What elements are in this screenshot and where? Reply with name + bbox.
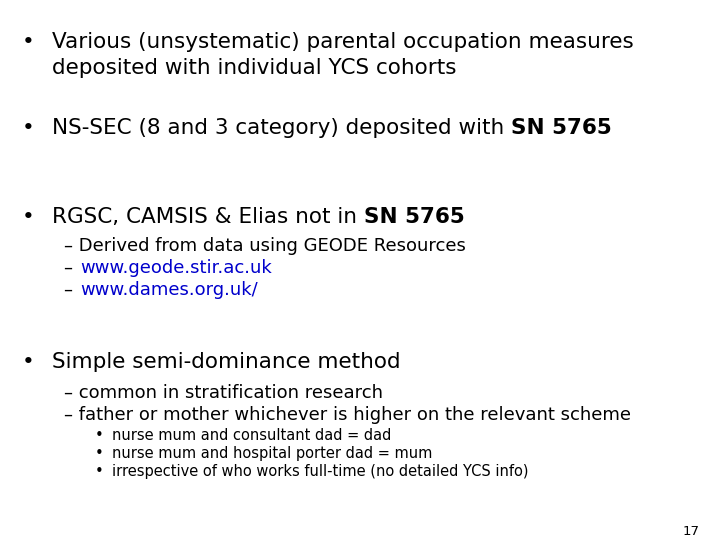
Text: nurse mum and hospital porter dad = mum: nurse mum and hospital porter dad = mum <box>112 446 433 461</box>
Text: –: – <box>64 281 78 299</box>
Text: •: • <box>95 428 104 443</box>
Text: nurse mum and consultant dad = dad: nurse mum and consultant dad = dad <box>112 428 392 443</box>
Text: •: • <box>22 207 35 227</box>
Text: SN 5765: SN 5765 <box>364 207 464 227</box>
Text: irrespective of who works full-time (no detailed YCS info): irrespective of who works full-time (no … <box>112 464 528 479</box>
Text: 17: 17 <box>683 525 700 538</box>
Text: – father or mother whichever is higher on the relevant scheme: – father or mother whichever is higher o… <box>64 406 631 424</box>
Text: www.dames.org.uk/: www.dames.org.uk/ <box>80 281 258 299</box>
Text: www.geode.stir.ac.uk: www.geode.stir.ac.uk <box>80 259 271 277</box>
Text: –: – <box>64 259 78 277</box>
Text: Various (unsystematic) parental occupation measures: Various (unsystematic) parental occupati… <box>52 32 634 52</box>
Text: •: • <box>22 32 35 52</box>
Text: SN 5765: SN 5765 <box>511 118 612 138</box>
Text: Simple semi-dominance method: Simple semi-dominance method <box>52 352 400 372</box>
Text: RGSC, CAMSIS & Elias not in: RGSC, CAMSIS & Elias not in <box>52 207 364 227</box>
Text: •: • <box>22 352 35 372</box>
Text: •: • <box>95 446 104 461</box>
Text: – common in stratification research: – common in stratification research <box>64 384 383 402</box>
Text: •: • <box>22 118 35 138</box>
Text: NS-SEC (8 and 3 category) deposited with: NS-SEC (8 and 3 category) deposited with <box>52 118 511 138</box>
Text: – Derived from data using GEODE Resources: – Derived from data using GEODE Resource… <box>64 237 466 255</box>
Text: deposited with individual YCS cohorts: deposited with individual YCS cohorts <box>52 58 456 78</box>
Text: •: • <box>95 464 104 479</box>
